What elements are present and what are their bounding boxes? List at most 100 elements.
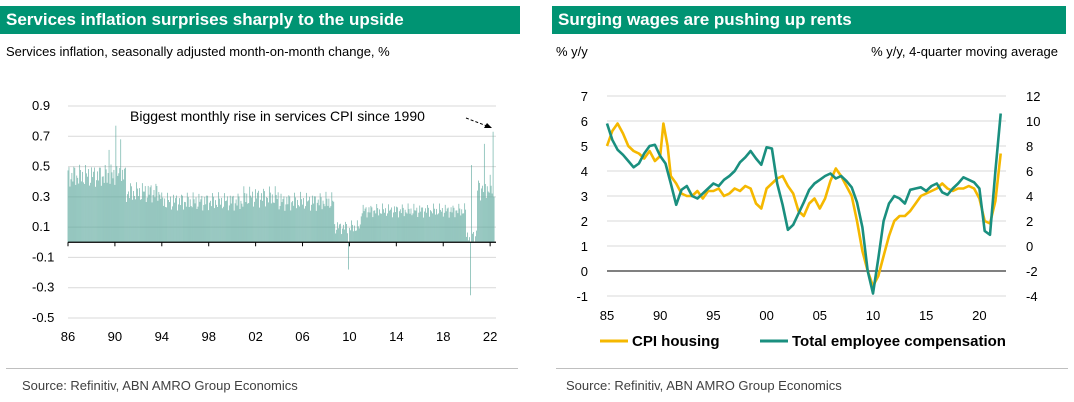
bar-month [481,188,482,243]
bar-month [124,168,125,243]
bar-month [131,186,132,243]
bar-month [158,191,160,243]
bar-month [462,213,464,243]
bar-month [286,196,288,243]
bar-month [492,131,494,243]
bar-month [382,203,383,243]
bar-month [143,191,145,243]
bar-month [247,203,249,243]
bar-month [258,190,259,243]
bar-month [487,191,489,243]
bar-month [76,175,78,243]
bar-month [418,212,420,243]
bar-month [125,167,126,243]
bar-month [161,192,163,243]
bar-month [252,191,253,243]
bar-month [114,184,116,243]
y-tick-label: -0.1 [32,249,54,264]
bar-month [364,208,366,243]
legend-label-employee-compensation: Total employee compensation [792,333,1006,350]
bar-month [251,197,253,243]
bar-month [445,211,447,243]
right-chart-panel: Surging wages are pushing up rents % y/y… [552,0,1074,402]
right-title-bar: Surging wages are pushing up rents [552,6,1066,34]
bar-month [77,177,79,243]
right-y-tick-label: -2 [1026,264,1038,279]
bar-month [239,209,241,243]
bar-month [94,167,95,243]
bar-month [68,167,70,243]
y-tick-label: 0.9 [32,98,50,113]
bar-month [353,231,354,243]
bar-month [404,209,406,243]
bar-month [493,196,495,243]
bar-month [283,196,285,243]
bar-month [358,228,360,243]
bar-month [491,193,493,243]
bar-month [214,208,215,243]
bar-month [184,202,186,243]
bar-month [293,205,295,243]
bar-month [80,170,82,243]
bar-month [424,211,425,243]
bar-month [400,213,402,243]
bar-month [253,206,254,243]
bar-month [423,217,424,243]
bar-month [89,185,90,243]
right-y-tick-label: 12 [1026,89,1040,104]
bar-month [108,149,110,243]
bar-month [328,198,330,243]
bar-month [273,202,275,243]
bar-month [190,205,192,243]
bar-month [197,206,199,243]
bar-month [255,189,256,243]
bar-month [440,211,442,243]
bar-month [132,199,133,243]
bar-month [375,213,377,243]
bar-month [119,168,121,243]
bar-month [266,197,267,243]
bar-month [282,199,284,243]
y-tick-label: 0.5 [32,159,50,174]
bar-month [304,208,305,243]
x-tick-label: 10 [866,308,880,323]
bar-month [309,196,310,243]
bar-month [196,208,198,243]
bar-month [165,207,167,243]
bar-month [270,203,272,243]
bar-month [280,193,282,243]
bar-month [398,211,400,243]
bar-month [249,186,251,243]
bar-month [288,195,290,243]
left-y-tick-label: 7 [581,89,588,104]
bar-month [130,183,131,243]
bar-month [352,224,353,243]
bar-month [287,204,289,243]
bar-month [174,202,175,243]
left-y-tick-label: 0 [581,264,588,279]
bar-month [419,205,421,243]
bar-month [482,185,483,243]
bar-month [421,207,423,243]
bar-month [295,197,296,243]
left-chart-panel: Services inflation surprises sharply to … [0,0,522,402]
bar-month [466,236,467,243]
bar-month [138,196,139,243]
bar-month [134,195,135,243]
bar-month [110,164,112,243]
bar-month [175,198,176,243]
bar-month [456,210,458,243]
bar-month [229,195,231,243]
bar-month [167,192,168,243]
bar-month [308,200,309,243]
bar-month [151,202,153,243]
bar-month [301,199,302,243]
bar-month [96,180,97,243]
bar-month [365,207,367,243]
bar-month [438,213,439,243]
bar-month [371,207,373,243]
bar-month [483,143,485,243]
bar-month [268,186,270,243]
right-chart-title: Surging wages are pushing up rents [558,10,852,29]
bar-month [320,197,322,243]
